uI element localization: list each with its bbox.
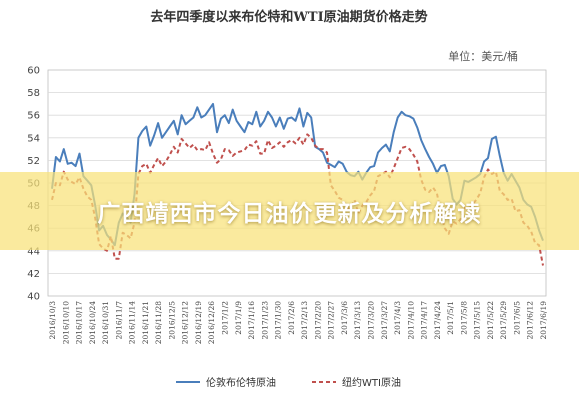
x-tick-label: 2017/6/5 xyxy=(512,301,521,335)
x-tick-label: 2017/4/10 xyxy=(406,301,415,340)
x-tick-label: 2016/12/5 xyxy=(167,301,176,340)
chart-title: 去年四季度以来布伦特和WTI原油期货价格走势 xyxy=(150,9,427,25)
grid-lines xyxy=(48,92,546,274)
y-tick-label: 56 xyxy=(27,111,40,122)
headline-text: 广西靖西市今日油价更新及分析解读 xyxy=(97,201,482,227)
legend-label-wti: 纽约WTI原油 xyxy=(342,376,401,389)
x-tick-label: 2016/12/19 xyxy=(194,301,203,344)
x-tick-label: 2017/4/24 xyxy=(433,301,442,340)
y-tick-label: 58 xyxy=(27,88,40,99)
chart-unit: 单位：美元/桶 xyxy=(448,49,518,63)
x-tick-label: 2017/3/13 xyxy=(353,301,362,340)
x-tick-label: 2017/5/15 xyxy=(473,301,482,340)
x-tick-label: 2017/1/9 xyxy=(234,301,243,335)
y-tick-label: 60 xyxy=(27,66,40,77)
x-tick-label: 2017/2/6 xyxy=(287,301,296,335)
x-tick-label: 2017/5/29 xyxy=(499,301,508,340)
x-tick-label: 2016/12/12 xyxy=(181,301,190,344)
x-tick-label: 2017/3/27 xyxy=(380,301,389,340)
x-tick-label: 2017/5/1 xyxy=(446,301,455,335)
x-tick-label: 2016/11/7 xyxy=(114,301,123,340)
x-tick-label: 2017/4/17 xyxy=(420,301,429,340)
x-tick-label: 2017/6/12 xyxy=(526,301,535,340)
x-tick-label: 2016/11/21 xyxy=(141,301,150,344)
x-tick-label: 2017/2/27 xyxy=(327,301,336,340)
x-tick-label: 2017/1/23 xyxy=(260,301,269,340)
x-tick-label: 2017/6/19 xyxy=(539,301,548,340)
x-tick-label: 2016/10/10 xyxy=(61,301,70,344)
x-tick-label: 2017/2/13 xyxy=(300,301,309,340)
x-tick-label: 2017/3/6 xyxy=(340,301,349,335)
x-tick-label: 2017/2/20 xyxy=(313,301,322,340)
x-tick-label: 2016/10/17 xyxy=(75,301,84,344)
x-tick-label: 2017/1/16 xyxy=(247,301,256,340)
x-tick-label: 2017/1/30 xyxy=(274,301,283,340)
y-tick-label: 52 xyxy=(27,156,40,167)
x-tick-label: 2017/5/8 xyxy=(459,301,468,335)
x-tick-label: 2016/10/24 xyxy=(88,301,97,344)
x-tick-label: 2017/5/22 xyxy=(486,301,495,340)
x-tick-label: 2016/10/3 xyxy=(48,301,57,340)
y-tick-label: 54 xyxy=(27,133,40,144)
x-tick-label: 2017/1/2 xyxy=(221,301,230,335)
headline-banner: 广西靖西市今日油价更新及分析解读 xyxy=(0,172,579,250)
y-tick-label: 42 xyxy=(27,269,40,280)
y-tick-label: 40 xyxy=(27,292,40,303)
y-tick-label: 44 xyxy=(27,246,40,257)
x-axis-ticks: 2016/10/3 2016/10/10 2016/10/17 2016/10/24 2… xyxy=(48,301,548,344)
x-tick-label: 2017/4/3 xyxy=(393,301,402,335)
legend-label-brent: 伦敦布伦特原油 xyxy=(206,376,276,389)
x-tick-label: 2017/3/20 xyxy=(366,301,375,340)
x-tick-label: 2016/10/31 xyxy=(101,301,110,344)
x-tick-label: 2016/11/14 xyxy=(128,301,137,344)
x-tick-label: 2016/11/28 xyxy=(154,301,163,344)
x-tick-label: 2016/12/26 xyxy=(207,301,216,344)
legend: 伦敦布伦特原油 纽约WTI原油 xyxy=(176,376,401,389)
